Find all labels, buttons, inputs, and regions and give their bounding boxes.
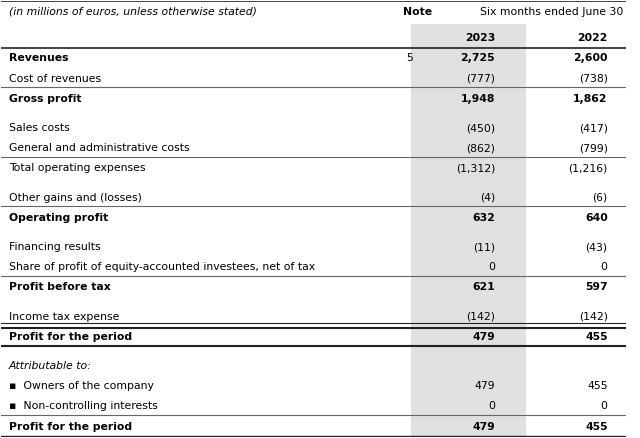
Text: 455: 455 [585,332,608,342]
Text: Attributable to:: Attributable to: [9,361,92,371]
Bar [411,24,527,48]
Text: (11): (11) [473,242,495,252]
Text: 0: 0 [601,262,608,272]
Text: (43): (43) [586,242,608,252]
Text: 640: 640 [585,213,608,223]
Text: (142): (142) [579,311,608,321]
Text: 0: 0 [601,401,608,411]
Text: ▪  Non-controlling interests: ▪ Non-controlling interests [9,401,157,411]
Text: Six months ended June 30: Six months ended June 30 [480,7,623,17]
Text: 2,600: 2,600 [573,53,608,64]
Text: Other gains and (losses): Other gains and (losses) [9,193,142,203]
Text: 0: 0 [488,262,495,272]
Text: Financing results: Financing results [9,242,100,252]
Text: (799): (799) [579,143,608,153]
Text: (142): (142) [466,311,495,321]
Text: 632: 632 [472,213,495,223]
Text: 5: 5 [406,53,413,64]
Text: (in millions of euros, unless otherwise stated): (in millions of euros, unless otherwise … [9,7,257,17]
Text: 455: 455 [587,381,608,391]
Text: 1,862: 1,862 [573,94,608,104]
Text: 2,725: 2,725 [461,53,495,64]
Text: Cost of revenues: Cost of revenues [9,74,101,84]
Text: 2023: 2023 [465,33,495,43]
Text: Sales costs: Sales costs [9,123,70,133]
Text: Revenues: Revenues [9,53,68,64]
Text: (6): (6) [593,193,608,203]
Text: 621: 621 [472,283,495,293]
Text: Profit for the period: Profit for the period [9,332,132,342]
Text: (4): (4) [480,193,495,203]
Text: (1,312): (1,312) [456,163,495,173]
Text: Profit before tax: Profit before tax [9,283,111,293]
Text: ▪  Owners of the company: ▪ Owners of the company [9,381,154,391]
Text: General and administrative costs: General and administrative costs [9,143,189,153]
Text: 1,948: 1,948 [461,94,495,104]
Text: (862): (862) [466,143,495,153]
Text: 2022: 2022 [577,33,608,43]
Text: (777): (777) [466,74,495,84]
Text: Share of profit of equity-accounted investees, net of tax: Share of profit of equity-accounted inve… [9,262,315,272]
Text: (1,216): (1,216) [568,163,608,173]
Text: Income tax expense: Income tax expense [9,311,119,321]
Text: Total operating expenses: Total operating expenses [9,163,145,173]
Text: 479: 479 [472,332,495,342]
Text: Profit for the period: Profit for the period [9,421,132,431]
Text: 479: 479 [474,381,495,391]
Text: 597: 597 [585,283,608,293]
Text: Gross profit: Gross profit [9,94,81,104]
Text: (417): (417) [579,123,608,133]
Text: 455: 455 [585,421,608,431]
Text: Note: Note [403,7,432,17]
Text: 0: 0 [488,401,495,411]
Text: Operating profit: Operating profit [9,213,108,223]
Text: 479: 479 [472,421,495,431]
Bar [411,48,527,437]
Text: (738): (738) [579,74,608,84]
Text: (450): (450) [466,123,495,133]
